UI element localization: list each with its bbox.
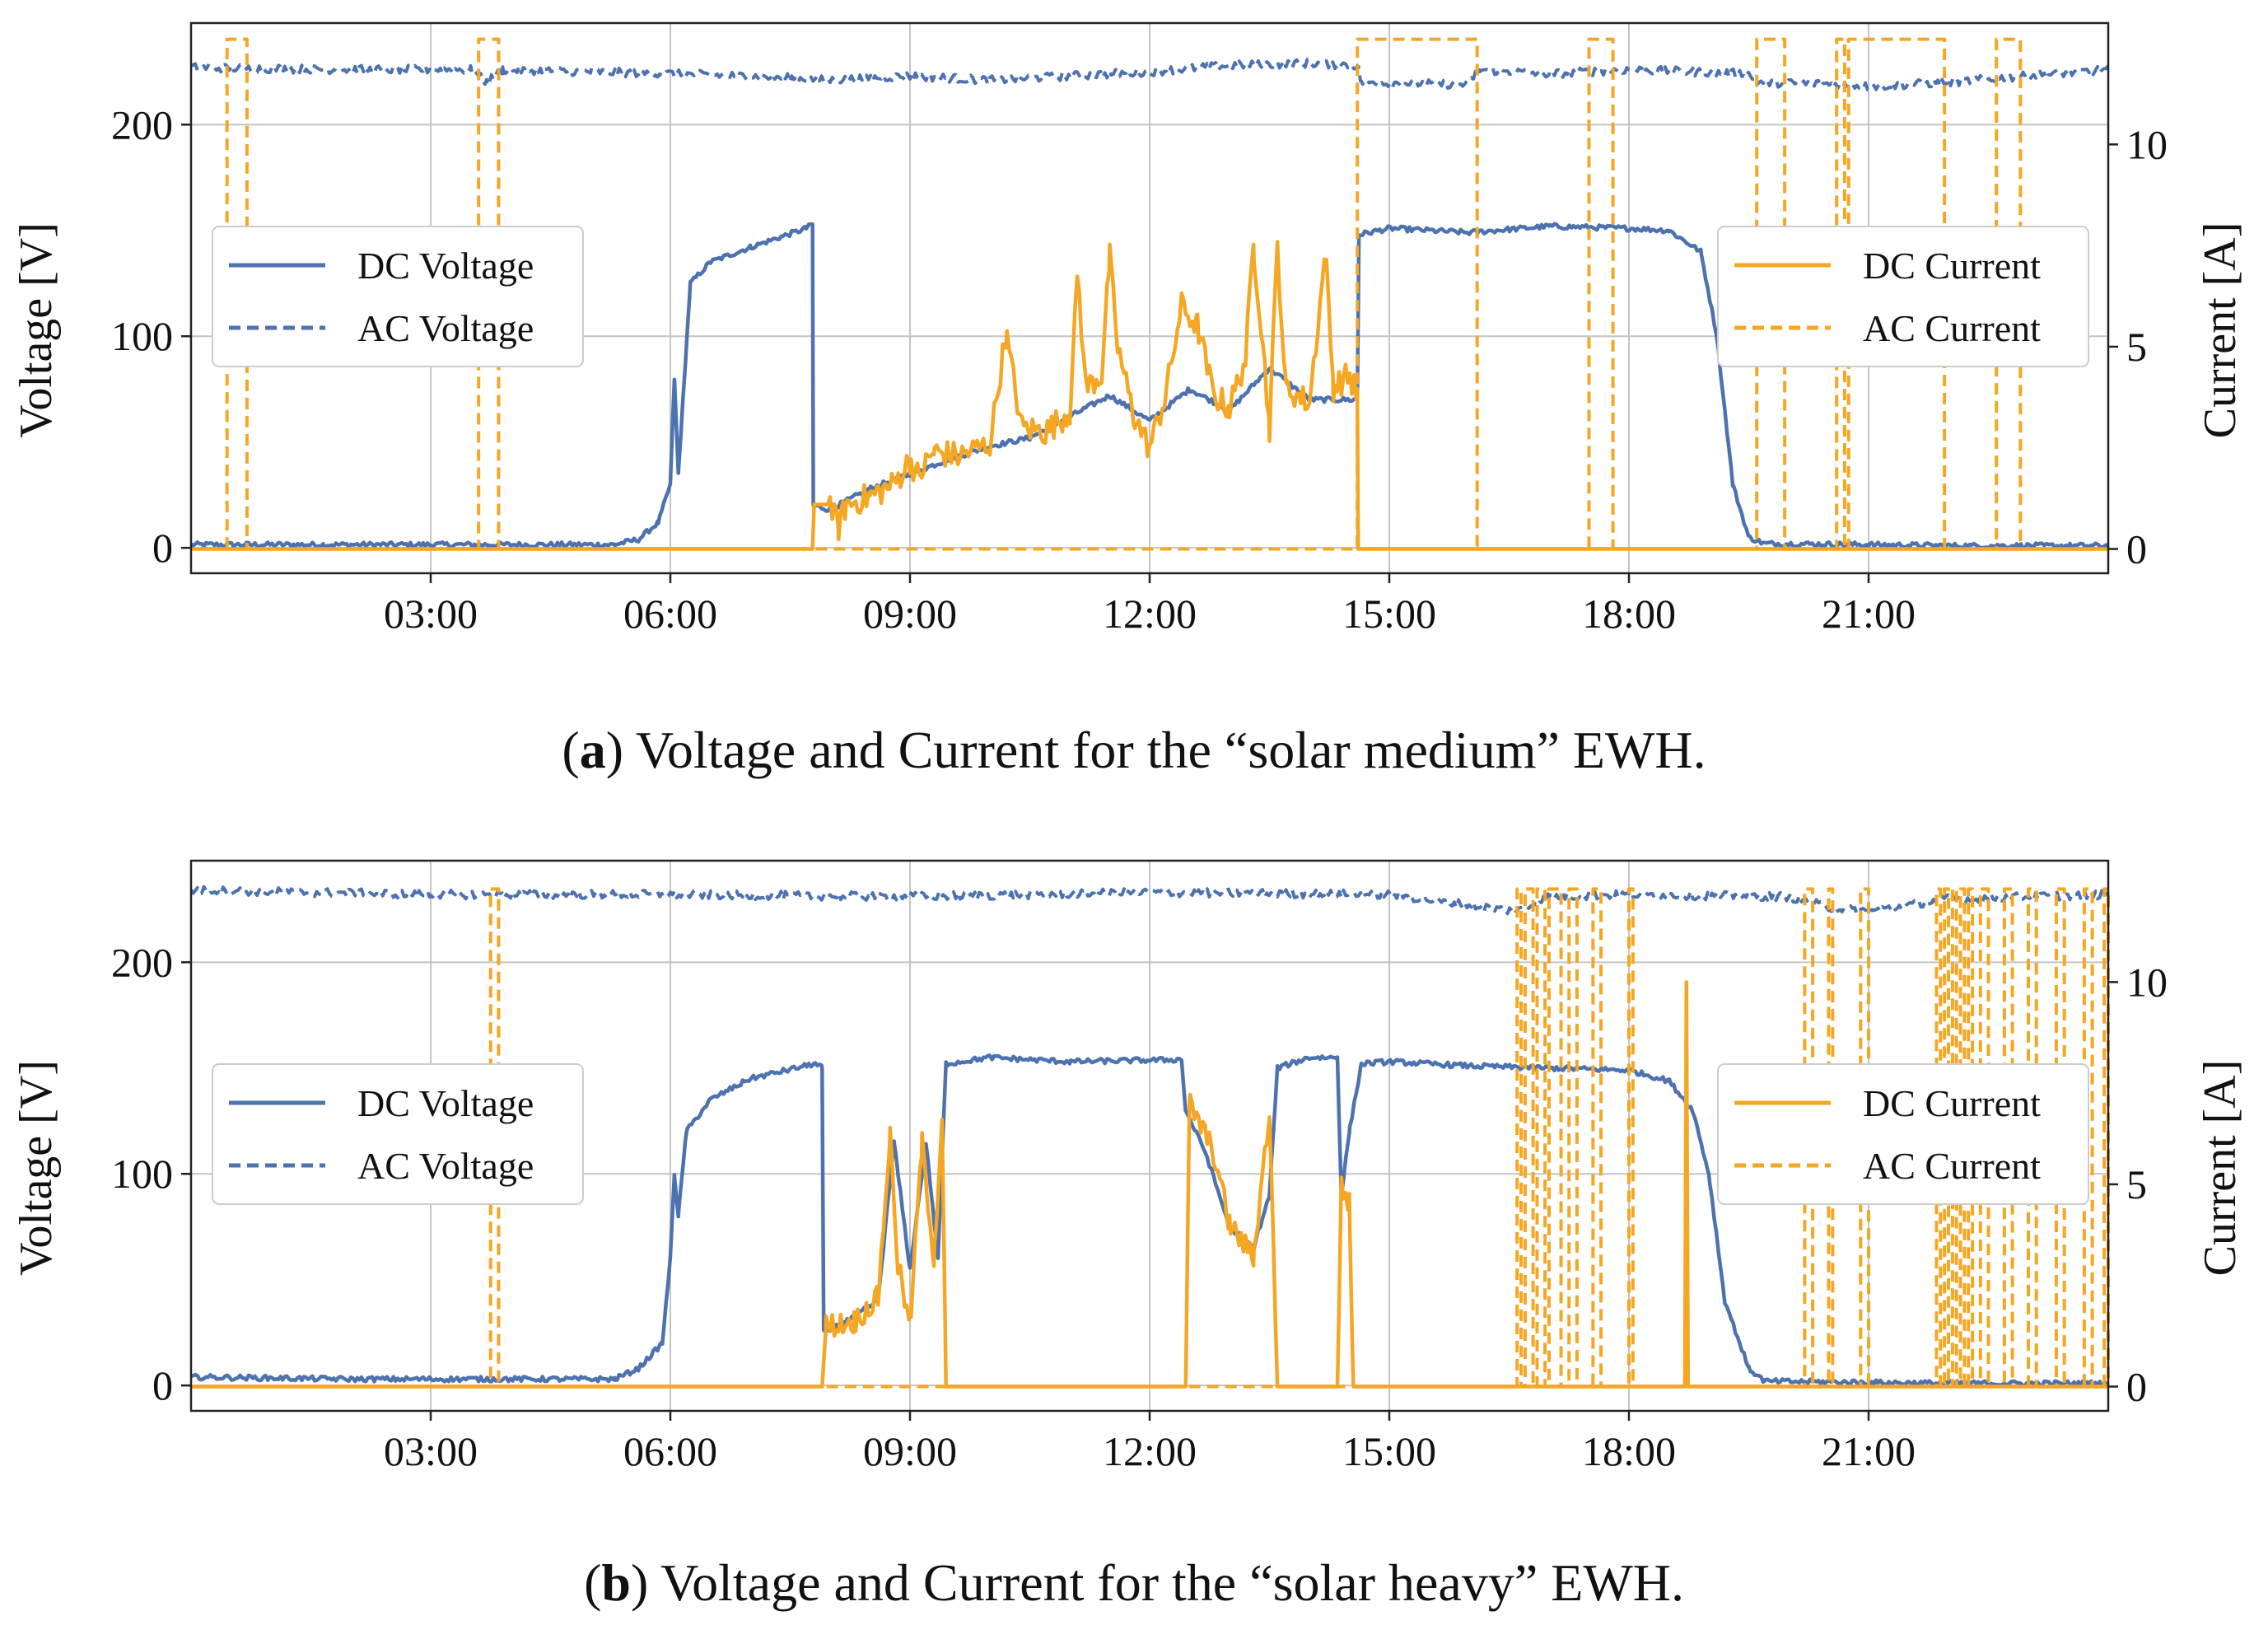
legend-voltage-b: DC Voltage AC Voltage	[212, 1063, 584, 1205]
x-tick-label: 18:00	[1582, 591, 1676, 637]
x-tick-label: 03:00	[384, 1428, 478, 1474]
series-dc-voltage	[190, 1053, 2109, 1388]
x-tick-label: 12:00	[1103, 1428, 1197, 1474]
y-left-tick-label: 0	[152, 1362, 173, 1408]
y-right-tick-label: 0	[2126, 1364, 2147, 1410]
legend-label-ac-voltage: AC Voltage	[357, 1145, 534, 1187]
caption-b: (b) Voltage and Current for the “solar h…	[584, 1553, 1684, 1612]
x-tick-label: 21:00	[1822, 591, 1916, 637]
x-tick-label: 06:00	[623, 591, 717, 637]
y-right-tick-label: 5	[2126, 1161, 2147, 1207]
legend-label-ac-current: AC Current	[1863, 307, 2041, 349]
x-tick-label: 09:00	[863, 591, 957, 637]
axes-b: 03:00 06:00 09:00 12:00 15:00 18:00 21:0001002…	[111, 859, 2168, 1474]
legend-current-a: DC Current AC Current	[1717, 226, 2089, 367]
left-axis-label-a: Voltage [V]	[11, 222, 62, 438]
legend-voltage-a: DC Voltage AC Voltage	[212, 226, 584, 367]
x-tick-label: 12:00	[1103, 591, 1197, 637]
y-left-tick-label: 200	[111, 101, 173, 147]
legend-box	[1717, 1063, 2089, 1205]
legend-box	[212, 1063, 584, 1205]
series-ac-current	[191, 887, 2110, 1389]
legend-label-dc-current: DC Current	[1863, 245, 2041, 287]
series-dc-current	[191, 240, 2108, 551]
legend-label-dc-voltage: DC Voltage	[357, 245, 534, 287]
series-ac-voltage	[189, 885, 2110, 917]
legend-label-dc-current: DC Current	[1863, 1082, 2041, 1124]
left-axis-label-b: Voltage [V]	[11, 1060, 62, 1276]
legend-box	[1717, 226, 2089, 367]
x-tick-label: 09:00	[863, 1428, 957, 1474]
chart-panel-b: 03:00 06:00 09:00 12:00 15:00 18:00 21:0001002…	[11, 859, 2246, 1612]
y-left-tick-label: 100	[111, 1151, 173, 1197]
series-dc-voltage	[189, 222, 2110, 550]
y-left-tick-label: 200	[111, 939, 173, 985]
series-ac-voltage	[189, 58, 2110, 91]
y-right-tick-label: 5	[2126, 324, 2147, 370]
x-tick-label: 21:00	[1822, 1428, 1916, 1474]
axes-a: 03:00 06:00 09:00 12:00 15:00 18:00 21:0001002…	[111, 21, 2168, 637]
right-axis-label-b: Current [A]	[2195, 1060, 2246, 1277]
x-tick-label: 15:00	[1342, 591, 1436, 637]
legend-label-ac-voltage: AC Voltage	[357, 307, 534, 349]
y-left-tick-label: 0	[152, 525, 173, 571]
x-tick-label: 18:00	[1582, 1428, 1676, 1474]
y-right-tick-label: 0	[2126, 526, 2147, 572]
legend-label-ac-current: AC Current	[1863, 1145, 2041, 1187]
legend-box	[212, 226, 584, 367]
legend-current-b: DC Current AC Current	[1717, 1063, 2089, 1205]
caption-a: (a) Voltage and Current for the “solar m…	[562, 721, 1706, 779]
legend-label-dc-voltage: DC Voltage	[357, 1082, 534, 1124]
y-left-tick-label: 100	[111, 313, 173, 359]
y-right-tick-label: 10	[2126, 959, 2168, 1005]
chart-panel-a: 03:00 06:00 09:00 12:00 15:00 18:00 21:0001002…	[11, 21, 2246, 779]
x-tick-label: 06:00	[623, 1428, 717, 1474]
right-axis-label-a: Current [A]	[2195, 222, 2246, 439]
x-tick-label: 03:00	[384, 591, 478, 637]
y-right-tick-label: 10	[2126, 121, 2168, 167]
x-tick-label: 15:00	[1342, 1428, 1436, 1474]
